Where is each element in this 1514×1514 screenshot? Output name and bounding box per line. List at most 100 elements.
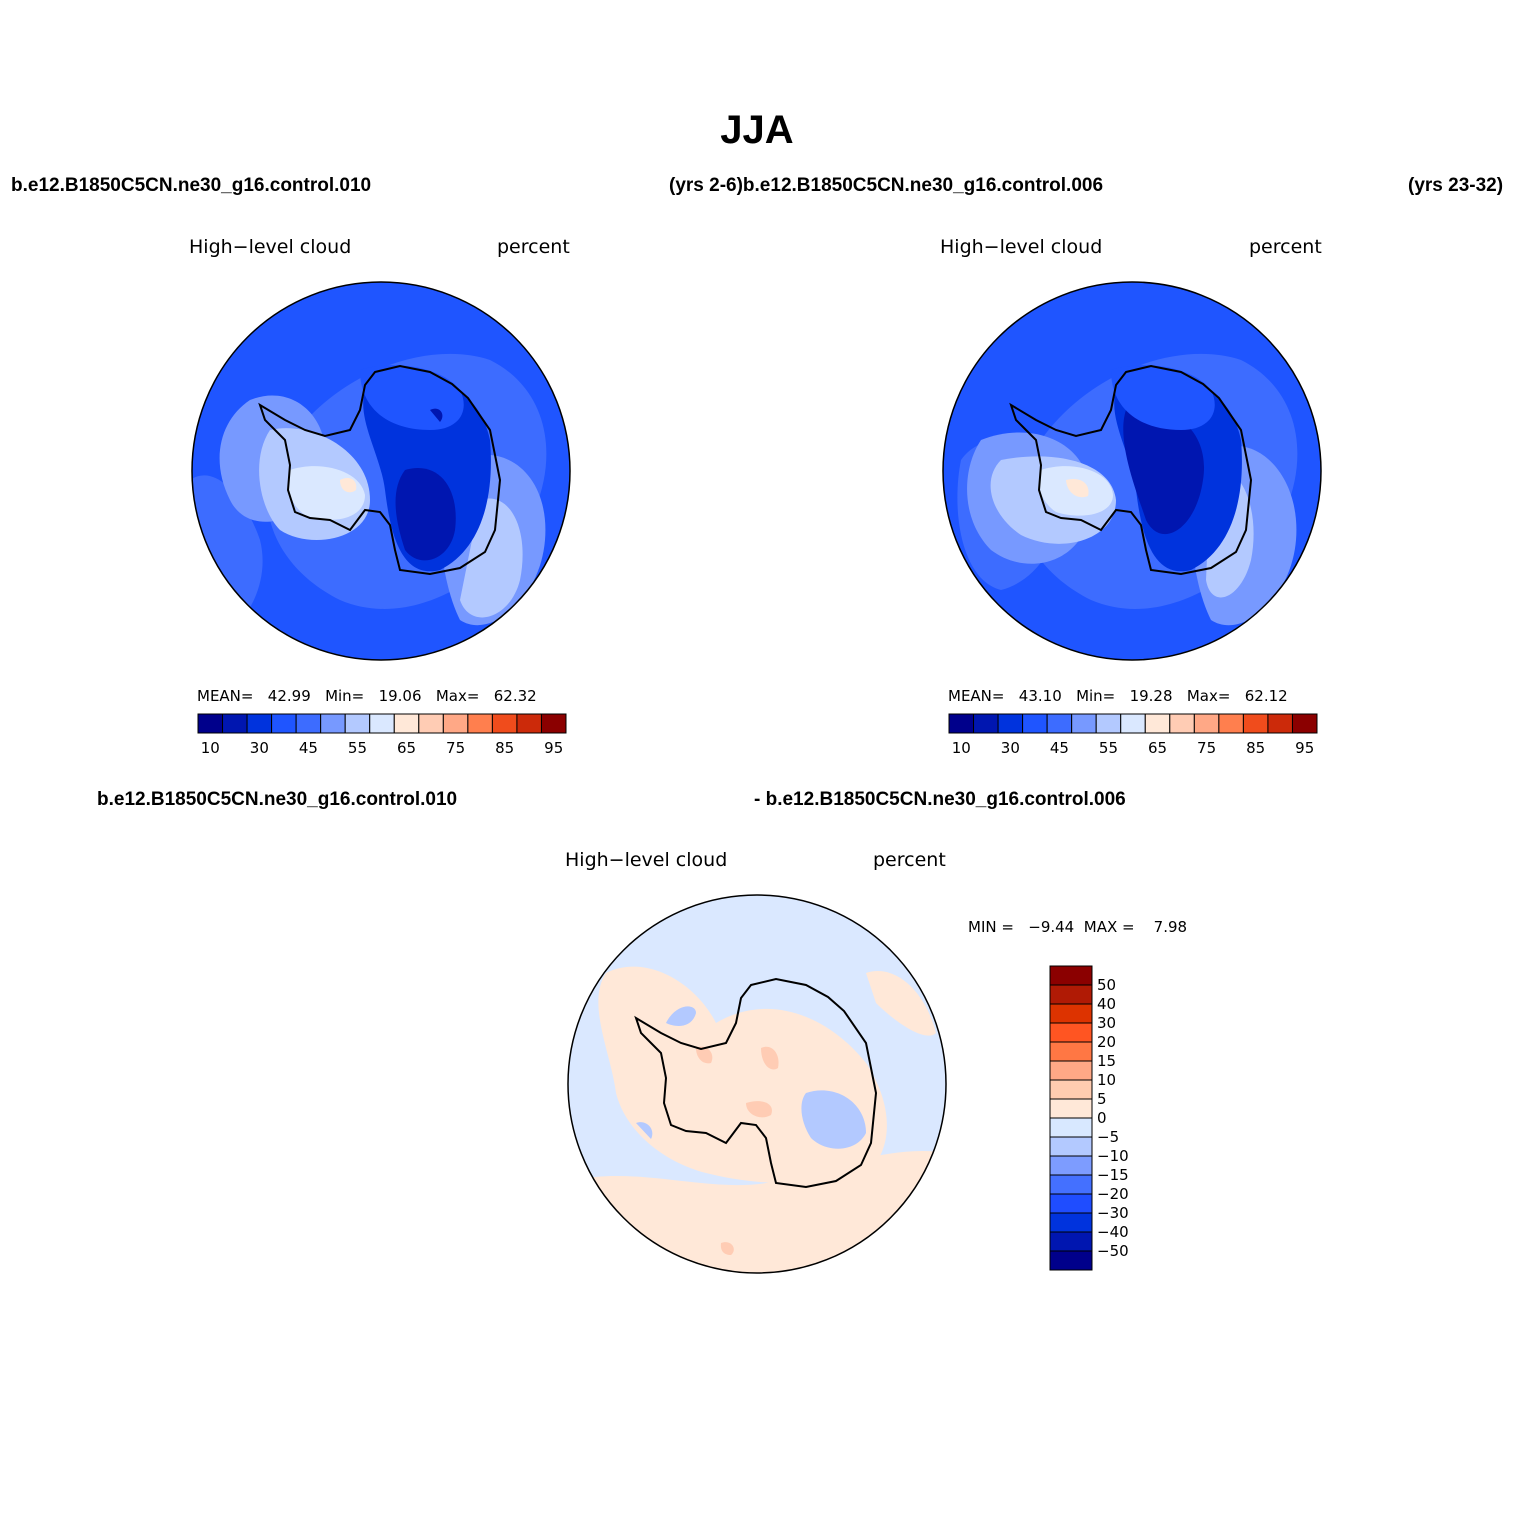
diff-stats: MIN = −9.44 MAX = 7.98: [968, 918, 1187, 936]
colorbar-swatch: [1049, 965, 1093, 986]
colorbar-swatch: [369, 713, 395, 734]
colorbar-swatch: [997, 713, 1024, 734]
main-title: JJA: [720, 108, 794, 152]
colorbar-swatch: [1049, 1022, 1093, 1043]
colorbar-swatch: [1049, 1136, 1093, 1157]
colorbar-tick-label: 65: [397, 739, 416, 757]
mean-value: 43.10: [1018, 687, 1062, 705]
colorbar-tick-label: 55: [348, 739, 367, 757]
colorbar-swatch: [1022, 713, 1048, 734]
diff-case-right: - b.e12.B1850C5CN.ne30_g16.control.006: [754, 789, 1126, 810]
max-label: MAX =: [1083, 918, 1135, 936]
case-label-middle: (yrs 2-6)b.e12.B1850C5CN.ne30_g16.contro…: [669, 175, 1104, 196]
colorbar-swatch: [1049, 984, 1093, 1005]
colorbar-swatch: [1049, 1250, 1093, 1271]
colorbar-swatch: [1120, 713, 1146, 734]
case-label-left: b.e12.B1850C5CN.ne30_g16.control.010: [11, 175, 372, 196]
panel2-units: percent: [1249, 236, 1322, 258]
colorbar-swatch: [1049, 1041, 1093, 1062]
colorbar-swatch: [197, 713, 224, 734]
colorbar-tick-label: 5: [1097, 1090, 1107, 1108]
polar-map-difference: [567, 894, 947, 1274]
colorbar-swatch: [1144, 713, 1171, 734]
colorbar-tick-label: −5: [1097, 1128, 1119, 1146]
colorbar-swatch: [1218, 713, 1244, 734]
colorbar-swatch: [1169, 713, 1195, 734]
colorbar-tick-label: −10: [1097, 1147, 1129, 1165]
colorbar-tick-label: 50: [1097, 976, 1116, 994]
colorbar-swatch: [344, 713, 371, 734]
colorbar-tick-label: 55: [1099, 739, 1118, 757]
colorbar-swatch: [442, 713, 469, 734]
min-value: −9.44: [1028, 918, 1075, 936]
colorbar-tick-label: 30: [250, 739, 269, 757]
colorbar-tick-label: 30: [1097, 1014, 1116, 1032]
max-value: 62.12: [1244, 687, 1288, 705]
colorbar-tick-label: 45: [1050, 739, 1069, 757]
mean-label: MEAN=: [197, 687, 254, 705]
colorbar-tick-label: 65: [1148, 739, 1167, 757]
min-label: Min=: [325, 687, 365, 705]
colorbar-tick-label: −15: [1097, 1166, 1129, 1184]
colorbar-tick-label: 10: [201, 739, 220, 757]
colorbar-swatch: [540, 713, 567, 734]
diff-units: percent: [873, 849, 946, 871]
colorbar-swatch: [320, 713, 346, 734]
colorbar-swatch: [393, 713, 420, 734]
colorbar-tick-label: 10: [952, 739, 971, 757]
colorbar-swatch: [1049, 1174, 1093, 1195]
panel2-variable: High−level cloud: [940, 236, 1103, 258]
max-label: Max=: [435, 687, 480, 705]
min-value: 19.28: [1129, 687, 1173, 705]
colorbar-swatch: [1049, 1117, 1093, 1138]
panel2-stats: MEAN= 43.10 Min= 19.28 Max= 62.12: [948, 687, 1288, 705]
colorbar-tick-label: 10: [1097, 1071, 1116, 1089]
case-label-right: (yrs 23-32): [1408, 175, 1504, 196]
polar-map-panel2: [942, 281, 1322, 661]
colorbar-tick-label: 75: [446, 739, 465, 757]
colorbar-swatch: [1049, 1060, 1093, 1081]
min-value: 19.06: [378, 687, 422, 705]
colorbar-swatch: [271, 713, 297, 734]
max-value: 7.98: [1153, 918, 1188, 936]
colorbar-swatch: [295, 713, 322, 734]
colorbar-swatch: [1049, 1193, 1093, 1214]
colorbar-swatch: [491, 713, 518, 734]
colorbar-swatch: [1095, 713, 1122, 734]
panel1-variable: High−level cloud: [189, 236, 352, 258]
colorbar-tick-label: −50: [1097, 1242, 1129, 1260]
colorbar-swatch: [467, 713, 493, 734]
colorbar-swatch: [1193, 713, 1220, 734]
colorbar-panel2: 10 30 45 55 65 75 85 95: [948, 713, 1318, 757]
colorbar-swatch: [948, 713, 975, 734]
colorbar-swatch: [1049, 1079, 1093, 1100]
colorbar-swatch: [973, 713, 999, 734]
colorbar-swatch: [1071, 713, 1097, 734]
colorbar-tick-label: 85: [1246, 739, 1265, 757]
mean-label: MEAN=: [948, 687, 1005, 705]
colorbar-tick-label: 20: [1097, 1033, 1116, 1051]
colorbar-tick-label: 45: [299, 739, 318, 757]
colorbar-swatch: [1046, 713, 1073, 734]
colorbar-swatch: [222, 713, 248, 734]
colorbar-tick-label: 0: [1097, 1109, 1107, 1127]
colorbar-tick-label: −40: [1097, 1223, 1129, 1241]
colorbar-tick-label: 75: [1197, 739, 1216, 757]
colorbar-panel1: 10 30 45 55 65 75 85 95: [197, 713, 567, 757]
mean-value: 42.99: [267, 687, 311, 705]
panel1-stats: MEAN= 42.99 Min= 19.06 Max= 62.32: [197, 687, 537, 705]
colorbar-swatch: [1291, 713, 1318, 734]
max-value: 62.32: [493, 687, 537, 705]
colorbar-swatch: [516, 713, 542, 734]
colorbar-swatch: [1049, 1231, 1093, 1252]
colorbar-swatch: [1049, 1003, 1093, 1024]
colorbar-swatch: [1049, 1155, 1093, 1176]
colorbar-tick-label: 85: [495, 739, 514, 757]
colorbar-swatch: [1049, 1212, 1093, 1233]
colorbar-swatch: [1242, 713, 1269, 734]
colorbar-swatch: [1267, 713, 1293, 734]
colorbar-tick-label: 15: [1097, 1052, 1116, 1070]
max-label: Max=: [1186, 687, 1231, 705]
min-label: MIN =: [968, 918, 1014, 936]
